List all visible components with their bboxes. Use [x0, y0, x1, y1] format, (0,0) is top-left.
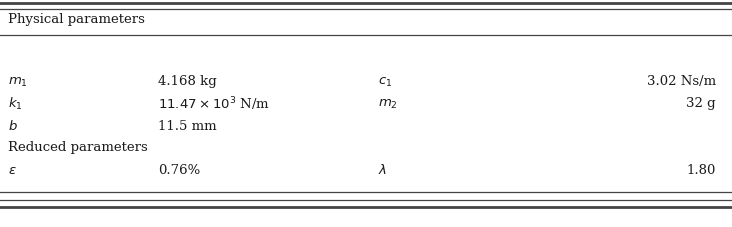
Text: $b$: $b$ [8, 119, 18, 133]
Text: $k_1$: $k_1$ [8, 96, 23, 112]
Text: 32 g: 32 g [687, 98, 716, 111]
Text: $c_1$: $c_1$ [378, 75, 392, 89]
Text: $m_1$: $m_1$ [8, 75, 28, 89]
Text: 3.02 Ns/m: 3.02 Ns/m [647, 76, 716, 89]
Text: 11.5 mm: 11.5 mm [158, 119, 217, 133]
Text: Reduced parameters: Reduced parameters [8, 141, 148, 153]
Text: $m_2$: $m_2$ [378, 97, 397, 111]
Text: 1.80: 1.80 [687, 163, 716, 177]
Text: $\varepsilon$: $\varepsilon$ [8, 163, 17, 177]
Text: 0.76%: 0.76% [158, 163, 201, 177]
Text: Physical parameters: Physical parameters [8, 13, 145, 27]
Text: $11.47 \times 10^3$ N/m: $11.47 \times 10^3$ N/m [158, 95, 270, 113]
Text: 4.168 kg: 4.168 kg [158, 76, 217, 89]
Text: $\lambda$: $\lambda$ [378, 163, 387, 177]
